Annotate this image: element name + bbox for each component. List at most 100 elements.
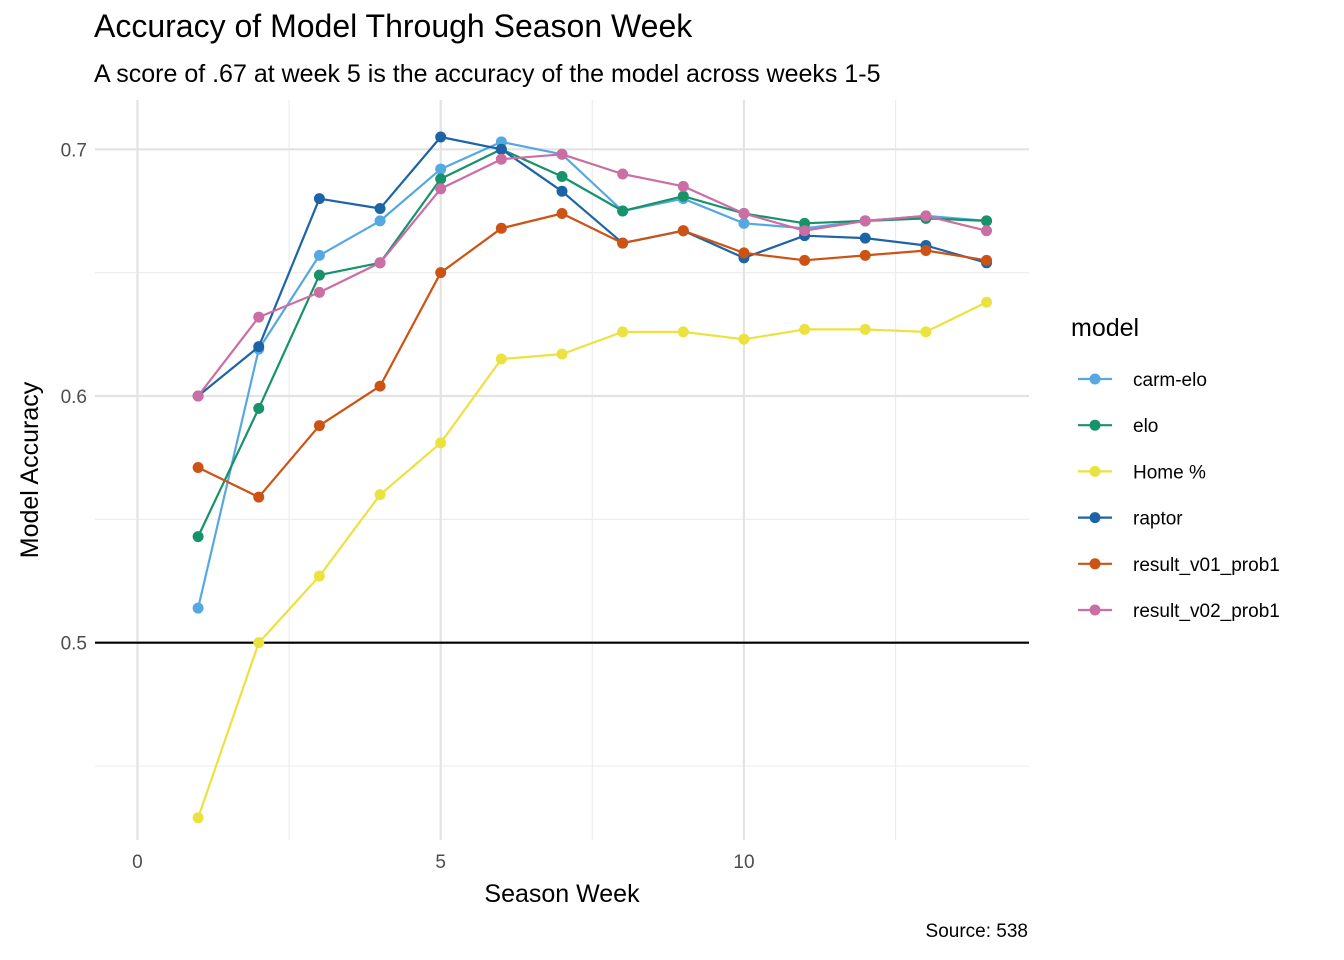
- data-point: [981, 296, 993, 308]
- legend-label: Home %: [1133, 462, 1206, 483]
- data-point: [313, 420, 325, 432]
- data-point: [799, 225, 811, 237]
- data-point: [313, 249, 325, 261]
- data-point: [374, 257, 386, 269]
- series-raptor: [192, 131, 993, 402]
- data-point: [435, 267, 447, 279]
- legend-item: Home %: [1078, 462, 1206, 483]
- data-point: [253, 311, 265, 323]
- y-tick-label: 0.5: [61, 634, 87, 655]
- data-point: [313, 570, 325, 582]
- data-point: [617, 168, 629, 180]
- data-point: [253, 637, 265, 649]
- data-point: [495, 222, 507, 234]
- data-point: [253, 341, 265, 353]
- data-point: [495, 143, 507, 155]
- legend-key-point: [1089, 558, 1101, 570]
- data-point: [617, 237, 629, 249]
- legend: model carm-elo elo Home % raptor result_v01_…: [1071, 314, 1280, 622]
- y-tick-label: 0.6: [61, 387, 87, 408]
- data-point: [738, 207, 750, 219]
- data-point: [738, 247, 750, 259]
- series-line: [197, 148, 987, 538]
- data-point: [192, 462, 204, 474]
- data-point: [981, 215, 993, 227]
- data-point: [556, 170, 568, 182]
- data-point: [435, 163, 447, 175]
- data-point: [981, 254, 993, 266]
- series-result-v02-prob1: [192, 148, 993, 402]
- data-point: [495, 153, 507, 165]
- data-point: [313, 269, 325, 281]
- data-point: [981, 225, 993, 237]
- data-point: [192, 390, 204, 402]
- data-point: [253, 491, 265, 503]
- legend-key-point: [1089, 465, 1101, 477]
- x-axis-title: Season Week: [484, 880, 640, 908]
- legend-label: result_v01_prob1: [1133, 555, 1280, 576]
- data-point: [677, 180, 689, 192]
- series-line: [197, 301, 987, 819]
- data-point: [435, 183, 447, 195]
- data-point: [253, 402, 265, 414]
- chart-subtitle: A score of .67 at week 5 is the accuracy…: [94, 60, 881, 88]
- data-point: [313, 193, 325, 205]
- y-axis-title: Model Accuracy: [16, 381, 44, 558]
- data-point: [374, 203, 386, 215]
- data-point: [920, 210, 932, 222]
- legend-key-point: [1089, 604, 1101, 616]
- data-point: [677, 190, 689, 202]
- data-point: [192, 602, 204, 614]
- data-point: [738, 217, 750, 229]
- legend-key-point: [1089, 419, 1101, 431]
- data-point: [920, 244, 932, 256]
- data-point: [374, 215, 386, 227]
- x-tick-label: 10: [733, 852, 754, 873]
- legend-key-point: [1089, 512, 1101, 524]
- tick-labels: 0 5 10 0.5 0.6 0.7: [61, 140, 755, 873]
- data-point: [313, 286, 325, 298]
- data-point: [556, 207, 568, 219]
- legend-label: carm-elo: [1133, 370, 1207, 391]
- legend-label: elo: [1133, 416, 1158, 437]
- data-point: [617, 326, 629, 338]
- chart-caption: Source: 538: [925, 921, 1028, 942]
- data-point: [859, 232, 871, 244]
- series-home: [192, 296, 993, 824]
- data-point: [859, 323, 871, 335]
- data-point: [859, 215, 871, 227]
- data-point: [920, 326, 932, 338]
- chart-title: Accuracy of Model Through Season Week: [94, 8, 693, 44]
- data-point: [556, 148, 568, 160]
- legend-item: carm-elo: [1078, 370, 1207, 391]
- legend-item: result_v01_prob1: [1078, 555, 1280, 576]
- data-point: [738, 333, 750, 345]
- series-layer: [192, 131, 993, 824]
- x-tick-label: 0: [132, 852, 143, 873]
- data-point: [556, 185, 568, 197]
- data-point: [556, 348, 568, 360]
- legend-item: raptor: [1078, 509, 1183, 530]
- data-point: [192, 531, 204, 543]
- data-point: [677, 225, 689, 237]
- y-tick-label: 0.7: [61, 140, 87, 161]
- data-point: [495, 353, 507, 365]
- legend-item: elo: [1078, 416, 1158, 437]
- data-point: [435, 173, 447, 185]
- series-line: [197, 135, 987, 397]
- legend-label: raptor: [1133, 509, 1183, 530]
- series-result-v01-prob1: [192, 207, 993, 503]
- data-point: [192, 812, 204, 824]
- series-line: [197, 212, 987, 499]
- legend-label: result_v02_prob1: [1133, 601, 1280, 622]
- data-point: [859, 249, 871, 261]
- data-point: [617, 205, 629, 217]
- legend-item: result_v02_prob1: [1078, 601, 1280, 622]
- x-tick-label: 5: [435, 852, 446, 873]
- data-point: [374, 489, 386, 501]
- data-point: [374, 380, 386, 392]
- data-point: [435, 131, 447, 143]
- data-point: [799, 323, 811, 335]
- series-line: [197, 153, 987, 397]
